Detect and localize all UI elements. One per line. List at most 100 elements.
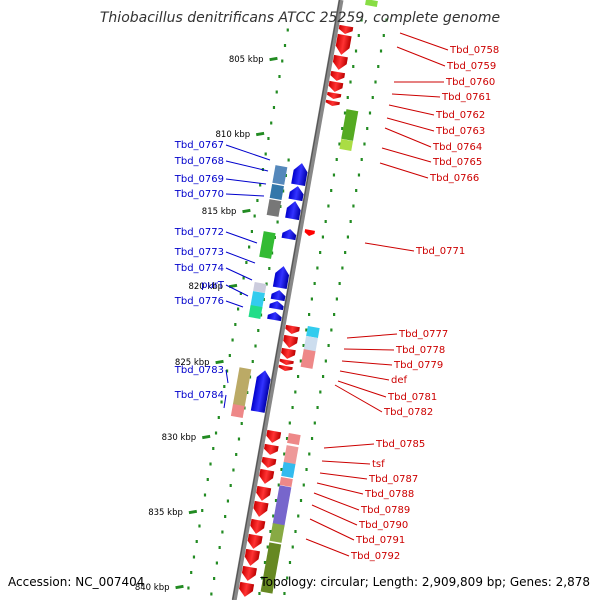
- forward-gene-arrow-body: [285, 201, 301, 221]
- forward-gene-label: Tbd_0772: [174, 227, 224, 238]
- reverse-leader-line: [346, 333, 398, 339]
- reverse-gene-arrow-body: [328, 80, 344, 92]
- left-track-dot: [267, 137, 270, 140]
- right-cog-dot: [319, 251, 322, 254]
- right-track-dot: [346, 235, 350, 239]
- right-cog-dot: [294, 390, 297, 394]
- left-cog-dot: [229, 484, 232, 487]
- right-track-dot: [374, 80, 377, 84]
- reverse-gene-arrow: [247, 533, 263, 549]
- reverse-leader-line: [339, 370, 390, 381]
- reverse-leader-line: [321, 460, 371, 465]
- reverse-gene-arrow-body: [244, 548, 260, 566]
- right-cog-dot: [258, 592, 261, 595]
- forward-gene-label: Tbd_0774: [174, 263, 224, 274]
- reverse-leader-line: [305, 538, 350, 557]
- left-cog-dot: [237, 437, 241, 441]
- left-cog-dot: [215, 561, 218, 565]
- reverse-leader-line: [313, 492, 360, 511]
- forward-gene-arrow-body: [272, 266, 290, 290]
- left-track-dot: [283, 44, 287, 47]
- reverse-gene-arrow: [285, 324, 300, 334]
- genome-summary-text: Topology: circular; Length: 2,909,809 bp…: [260, 575, 590, 589]
- reverse-gene-label: Tbd_0758: [449, 45, 499, 56]
- right-track-dot: [324, 359, 327, 363]
- reverse-gene-label: Tbd_0781: [387, 392, 437, 403]
- backbone-line: [231, 0, 344, 600]
- left-track-dot: [192, 555, 196, 559]
- left-track-dot: [270, 121, 273, 125]
- right-cog-dot: [346, 96, 349, 99]
- reverse-strand-genes: [239, 0, 378, 597]
- left-track-dot: [228, 354, 231, 357]
- reverse-leader-line: [381, 147, 432, 163]
- forward-gene-arrow-body: [267, 312, 282, 322]
- right-track-dot: [341, 266, 344, 270]
- forward-cog-box-body: [232, 367, 252, 407]
- forward-cog-box: [250, 291, 265, 309]
- right-track-dot: [294, 530, 297, 533]
- forward-cog-box: [253, 282, 267, 293]
- reverse-gene-label: Tbd_0762: [435, 110, 485, 121]
- reverse-cog-box: [339, 139, 353, 151]
- reverse-gene-arrow-body: [261, 456, 277, 468]
- right-cog-dot: [277, 483, 280, 487]
- left-cog-dot: [240, 422, 243, 425]
- right-track-dot: [286, 576, 289, 580]
- left-track-dot: [278, 75, 281, 78]
- scale-tick: [242, 208, 251, 214]
- left-cog-dot: [259, 313, 263, 317]
- reverse-leader-line: [364, 242, 415, 252]
- left-track-dot: [212, 447, 215, 450]
- forward-gene-arrow: [291, 163, 308, 187]
- forward-gene-label: Tbd_0784: [174, 390, 224, 401]
- forward-gene-arrow-body: [270, 290, 286, 302]
- reverse-cog-box-body: [272, 485, 292, 527]
- left-track-dot: [220, 400, 223, 404]
- forward-gene-arrow-body: [269, 301, 284, 311]
- forward-cog-box: [269, 184, 284, 200]
- reverse-gene-arrow-body: [250, 518, 266, 534]
- left-cog-dot: [270, 251, 274, 255]
- right-cog-dot: [283, 452, 286, 456]
- right-cog-track: [258, 18, 363, 595]
- reverse-gene-label: Tbd_0790: [358, 520, 408, 531]
- reverse-cog-box-body: [260, 542, 282, 594]
- right-cog-dot: [261, 576, 264, 580]
- right-track-dot: [349, 220, 352, 223]
- reverse-leader-line: [337, 380, 387, 398]
- left-track-dot: [195, 540, 198, 543]
- left-cog-dot: [213, 577, 216, 580]
- forward-cog-box: [232, 367, 252, 407]
- reverse-cog-box-body: [300, 349, 316, 369]
- left-cog-dot: [218, 546, 221, 549]
- reverse-gene-arrow: [279, 358, 294, 365]
- scale-tick: [188, 509, 198, 515]
- right-cog-dot: [313, 282, 316, 285]
- right-track-dot: [366, 127, 369, 130]
- reverse-cog-box: [306, 326, 320, 338]
- forward-gene-label: Tbd_0768: [174, 156, 224, 167]
- right-cog-dot: [302, 344, 305, 347]
- forward-leader-line: [225, 267, 253, 281]
- reverse-gene-label: Tbd_0791: [355, 535, 405, 546]
- reverse-gene-arrow: [304, 229, 315, 236]
- reverse-gene-arrow-body: [335, 33, 352, 55]
- reverse-cog-box: [341, 109, 359, 141]
- left-track-dot: [209, 462, 212, 466]
- forward-cog-box-body: [259, 231, 276, 259]
- right-cog-dot: [305, 328, 308, 332]
- reverse-leader-line: [386, 117, 435, 132]
- right-cog-dot: [352, 65, 355, 68]
- reverse-gene-arrow-body: [332, 54, 348, 70]
- reverse-cog-box-body: [279, 477, 293, 487]
- right-cog-dot: [288, 421, 291, 425]
- scale-label: 820 kbp: [188, 282, 223, 292]
- reverse-cog-box: [269, 523, 285, 543]
- right-track-dot: [283, 592, 286, 595]
- scale-tick: [215, 359, 224, 365]
- right-track-dot: [297, 514, 300, 518]
- reverse-gene-label: Tbd_0760: [445, 77, 495, 88]
- reverse-cog-box: [272, 485, 292, 527]
